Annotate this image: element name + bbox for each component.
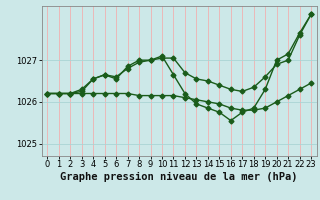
X-axis label: Graphe pression niveau de la mer (hPa): Graphe pression niveau de la mer (hPa) <box>60 172 298 182</box>
